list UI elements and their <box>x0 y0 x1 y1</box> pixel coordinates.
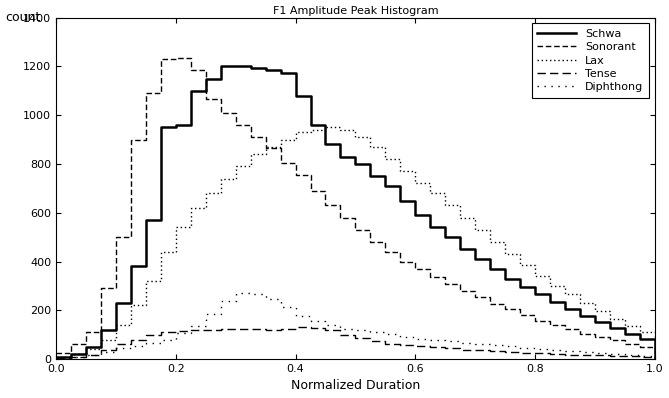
Line: Lax: Lax <box>56 127 655 359</box>
Sonorant <box>501 307 509 312</box>
Schwa <box>546 299 554 304</box>
Line: Tense: Tense <box>56 327 655 359</box>
Lax <box>605 309 613 314</box>
Schwa <box>441 225 449 230</box>
Sonorant <box>52 351 60 355</box>
Tense <box>605 353 613 358</box>
Lax <box>441 191 449 196</box>
Diphthong <box>396 332 404 337</box>
Tense <box>441 345 449 350</box>
Schwa <box>501 276 509 281</box>
Lax <box>322 125 330 130</box>
Tense <box>576 353 584 357</box>
Lax <box>501 252 509 257</box>
Line: Sonorant: Sonorant <box>56 58 655 359</box>
Schwa <box>576 313 584 318</box>
Tense <box>546 352 554 357</box>
Schwa <box>605 320 613 324</box>
Title: F1 Amplitude Peak Histogram: F1 Amplitude Peak Histogram <box>272 6 438 16</box>
Sonorant <box>576 332 584 337</box>
Line: Schwa: Schwa <box>56 66 655 359</box>
Lax <box>651 357 659 361</box>
Schwa <box>396 183 404 188</box>
X-axis label: Normalized Duration: Normalized Duration <box>291 379 420 392</box>
Line: Diphthong: Diphthong <box>56 293 655 359</box>
Y-axis label: count: count <box>5 11 41 24</box>
Legend: Schwa, Sonorant, Lax, Tense, Diphthong: Schwa, Sonorant, Lax, Tense, Diphthong <box>532 23 649 98</box>
Sonorant <box>651 357 659 361</box>
Sonorant <box>396 250 404 254</box>
Sonorant <box>172 56 180 60</box>
Sonorant <box>605 334 613 339</box>
Lax <box>52 354 60 359</box>
Tense <box>396 341 404 346</box>
Tense <box>292 325 300 330</box>
Diphthong <box>605 350 613 355</box>
Sonorant <box>546 323 554 328</box>
Diphthong <box>501 344 509 349</box>
Diphthong <box>651 357 659 361</box>
Schwa <box>52 354 60 359</box>
Diphthong <box>546 347 554 352</box>
Tense <box>651 357 659 361</box>
Diphthong <box>52 356 60 361</box>
Tense <box>501 349 509 354</box>
Diphthong <box>441 338 449 342</box>
Diphthong <box>576 349 584 354</box>
Lax <box>576 300 584 305</box>
Tense <box>52 356 60 361</box>
Schwa <box>651 357 659 361</box>
Sonorant <box>441 274 449 279</box>
Schwa <box>217 64 225 69</box>
Lax <box>546 283 554 288</box>
Lax <box>396 157 404 162</box>
Diphthong <box>231 291 240 296</box>
